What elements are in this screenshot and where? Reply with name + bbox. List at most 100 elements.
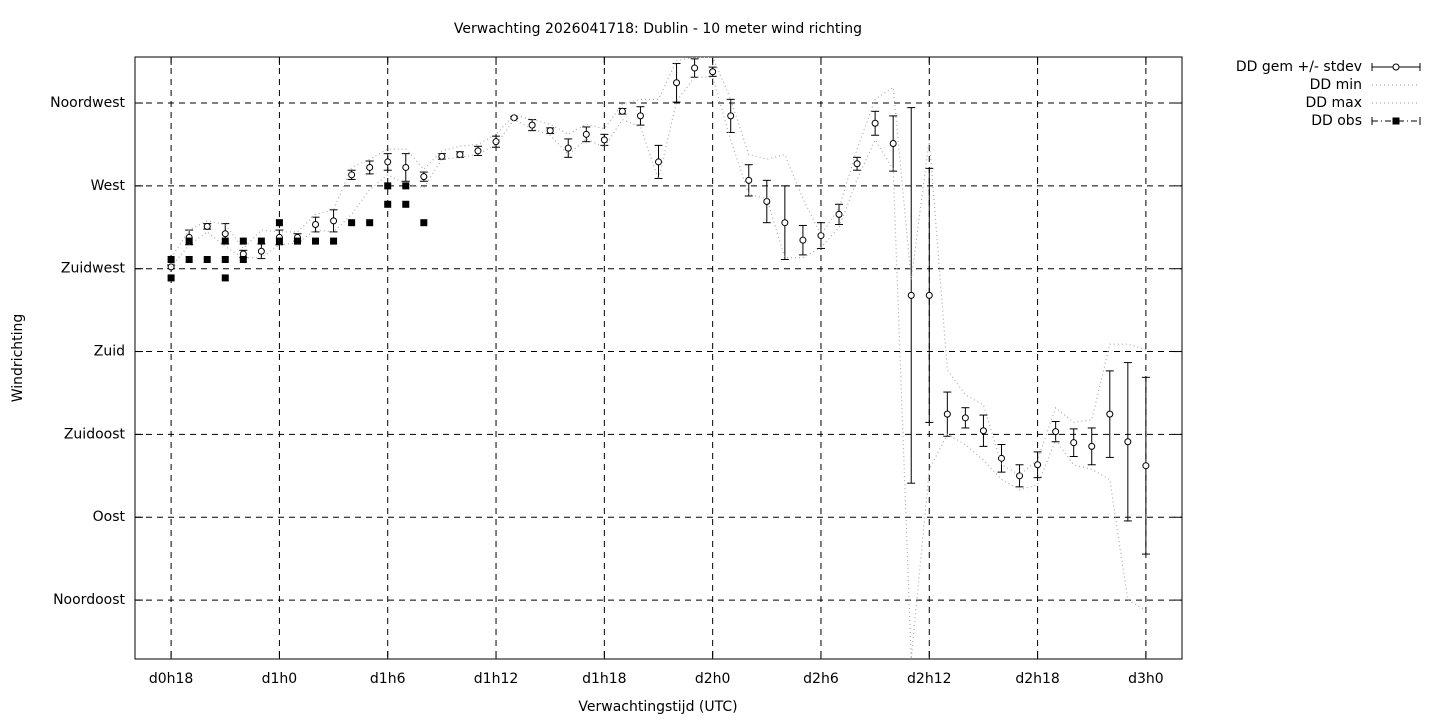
mean-point xyxy=(203,222,211,230)
mean-point xyxy=(636,112,644,120)
mean-point xyxy=(889,140,897,148)
legend-label: DD gem +/- stdev xyxy=(1236,59,1362,75)
mean-point xyxy=(600,136,608,144)
obs-point xyxy=(293,237,301,245)
y-tick-label: West xyxy=(91,178,126,194)
x-tick-label: d1h18 xyxy=(582,671,626,687)
mean-point xyxy=(546,127,554,135)
x-tick-label: d3h0 xyxy=(1128,671,1164,687)
obs-point xyxy=(366,219,374,227)
legend-sample xyxy=(1392,63,1400,71)
obs-point xyxy=(348,219,356,227)
range-line xyxy=(170,57,1147,476)
mean-point xyxy=(582,130,590,138)
x-tick-label: d1h0 xyxy=(262,671,298,687)
mean-point xyxy=(474,147,482,155)
mean-point xyxy=(348,171,356,179)
mean-point xyxy=(257,247,265,255)
mean-point xyxy=(655,158,662,166)
obs-point xyxy=(203,256,211,264)
mean-point xyxy=(564,144,572,152)
y-tick-label: Zuidoost xyxy=(64,426,126,442)
obs-point xyxy=(221,256,229,264)
mean-point xyxy=(979,427,987,435)
mean-point xyxy=(709,68,717,76)
mean-point xyxy=(943,410,951,418)
mean-point xyxy=(1142,462,1150,470)
mean-point xyxy=(673,79,681,87)
obs-point xyxy=(239,256,247,264)
mean-point xyxy=(925,291,933,299)
legend-sample xyxy=(1392,117,1400,125)
mean-point xyxy=(871,119,879,127)
plot-area xyxy=(167,57,1150,659)
plot-frame xyxy=(134,56,1183,660)
y-tick-label: Noordwest xyxy=(50,95,125,111)
mean-point xyxy=(384,158,392,166)
mean-point xyxy=(456,151,464,159)
chart-title: Verwachting 2026041718: Dublin - 10 mete… xyxy=(454,21,862,37)
mean-point xyxy=(691,64,699,72)
obs-point xyxy=(275,237,283,245)
mean-point xyxy=(1124,438,1132,446)
mean-point xyxy=(835,210,843,218)
mean-point xyxy=(907,291,915,299)
x-tick-label: d2h0 xyxy=(695,671,731,687)
y-tick-label: Oost xyxy=(93,509,126,525)
legend-label: DD min xyxy=(1310,77,1362,93)
obs-point xyxy=(275,219,283,227)
obs-point xyxy=(167,274,175,282)
mean-point xyxy=(420,173,428,181)
x-tick-label: d1h12 xyxy=(474,671,518,687)
x-tick-label: d2h6 xyxy=(803,671,839,687)
mean-point xyxy=(402,163,410,171)
x-tick-label: d2h12 xyxy=(907,671,951,687)
x-tick-label: d1h6 xyxy=(370,671,406,687)
mean-point xyxy=(330,217,338,225)
mean-point xyxy=(781,219,789,227)
mean-point xyxy=(618,107,626,115)
obs-point xyxy=(312,237,320,245)
mean-point xyxy=(1088,442,1096,450)
legend-label: DD obs xyxy=(1311,113,1362,129)
obs-point xyxy=(330,237,338,245)
mean-point xyxy=(1034,461,1042,469)
mean-point xyxy=(745,176,753,184)
x-tick-label: d2h18 xyxy=(1015,671,1059,687)
obs-point xyxy=(384,182,392,190)
mean-point xyxy=(817,232,825,240)
mean-point xyxy=(799,236,807,244)
mean-point xyxy=(1070,439,1078,447)
x-tick-label: d0h18 xyxy=(149,671,193,687)
mean-point xyxy=(853,160,861,168)
mean-point xyxy=(727,112,735,120)
mean-point xyxy=(221,230,229,238)
mean-point xyxy=(366,163,374,171)
obs-point xyxy=(384,200,392,208)
obs-point xyxy=(420,219,428,227)
obs-point xyxy=(402,200,410,208)
mean-point xyxy=(438,152,446,160)
obs-point xyxy=(185,256,193,264)
y-tick-label: Zuid xyxy=(94,344,125,360)
mean-point xyxy=(1052,428,1060,436)
mean-point xyxy=(528,121,536,129)
obs-point xyxy=(167,256,175,264)
obs-point xyxy=(221,274,229,282)
mean-point xyxy=(492,138,500,146)
mean-point xyxy=(312,221,320,229)
obs-point xyxy=(257,237,265,245)
y-tick-label: Zuidwest xyxy=(61,261,126,277)
y-tick-label: Noordoost xyxy=(53,592,125,608)
obs-point xyxy=(221,237,229,245)
obs-point xyxy=(185,237,193,245)
mean-point xyxy=(961,414,969,422)
legend-label: DD max xyxy=(1305,95,1362,111)
obs-point xyxy=(239,237,247,245)
y-axis-label: Windrichting xyxy=(10,314,26,403)
obs-point xyxy=(402,182,410,190)
mean-point xyxy=(1106,410,1114,418)
x-axis-label: Verwachtingstijd (UTC) xyxy=(578,699,737,715)
